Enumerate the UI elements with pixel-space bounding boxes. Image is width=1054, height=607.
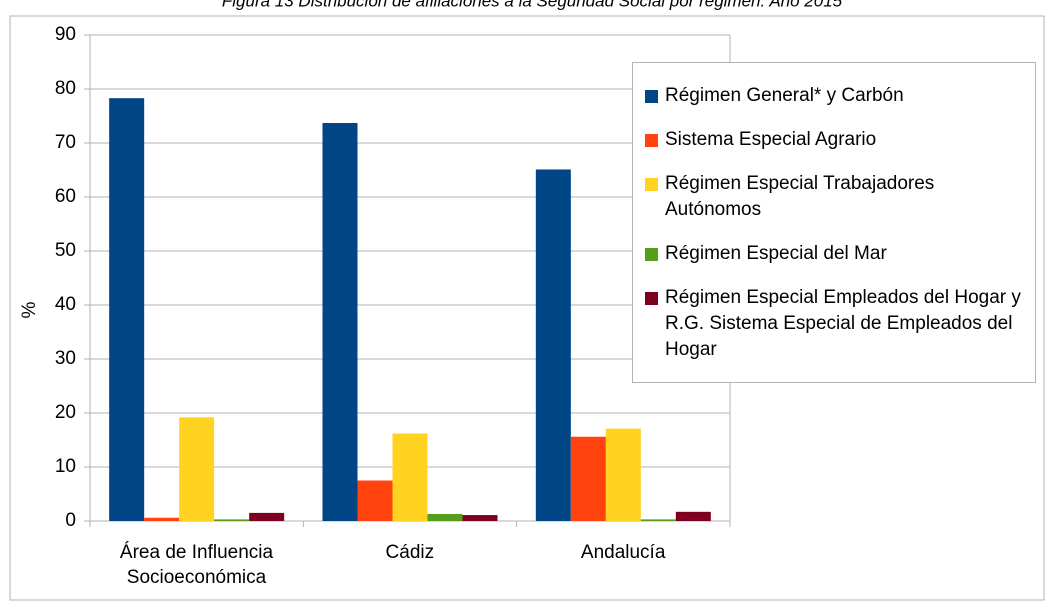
bar — [427, 513, 463, 521]
bar — [109, 98, 145, 522]
x-tick-label: Cádiz — [385, 542, 435, 563]
bar — [179, 417, 215, 521]
x-tick-label: Área de Influencia Socioeconómica — [119, 542, 274, 588]
legend-swatch — [645, 292, 658, 305]
legend-swatch — [645, 134, 658, 147]
bar — [535, 169, 571, 521]
y-tick-label: 40 — [55, 294, 76, 315]
bar — [392, 433, 428, 521]
bar — [675, 511, 711, 521]
legend-label: Régimen Especial Empleados del Hogar y R… — [665, 287, 1021, 360]
legend-entry: Régimen Especial Empleados del Hogar y R… — [645, 285, 1025, 363]
bar — [322, 123, 358, 522]
y-tick-label: 20 — [55, 402, 76, 423]
chart-border — [9, 15, 1045, 601]
y-tick-label: 90 — [55, 24, 76, 45]
legend-swatch — [645, 248, 658, 261]
legend-label: Régimen Especial Trabajadores Autónomos — [665, 173, 935, 220]
bar — [249, 512, 285, 521]
bar — [144, 517, 180, 521]
legend-label: Régimen General* y Carbón — [665, 85, 904, 106]
legend-label: Régimen Especial del Mar — [665, 243, 887, 264]
y-tick-label: 30 — [55, 348, 76, 369]
y-tick-label: 0 — [65, 510, 76, 531]
y-tick-label: 10 — [55, 456, 76, 477]
bar — [357, 480, 393, 521]
y-tick-label: 50 — [55, 240, 76, 261]
legend: Régimen General* y Carbón Sistema Especia… — [632, 62, 1036, 383]
chart-title: Figura 13 Distribución de afiliaciones a… — [222, 0, 843, 10]
y-tick-label: 60 — [55, 186, 76, 207]
bar — [570, 436, 606, 521]
legend-swatch — [645, 90, 658, 103]
bar — [214, 519, 250, 521]
legend-swatch — [645, 178, 658, 191]
bar — [640, 519, 676, 521]
y-axis-label: % — [19, 301, 40, 318]
y-tick-label: 70 — [55, 132, 76, 153]
legend-entry: Régimen Especial del Mar — [645, 241, 1025, 267]
x-tick-label: Andalucía — [580, 542, 666, 563]
legend-label: Sistema Especial Agrario — [665, 129, 877, 150]
legend-entry: Régimen General* y Carbón — [645, 83, 1025, 109]
legend-entry: Sistema Especial Agrario — [645, 127, 1025, 153]
y-tick-label: 80 — [55, 78, 76, 99]
bar — [462, 515, 498, 521]
bar — [605, 428, 641, 521]
legend-entry: Régimen Especial Trabajadores Autónomos — [645, 171, 1025, 223]
